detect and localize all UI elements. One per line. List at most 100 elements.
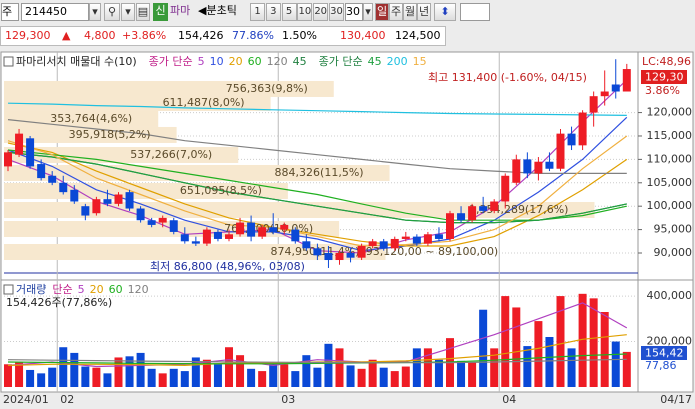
legend-text: 45 xyxy=(293,55,307,68)
candle-body xyxy=(446,213,454,239)
candle-body xyxy=(567,133,576,146)
interval-button[interactable]: 5 xyxy=(281,3,297,21)
candle-body xyxy=(269,227,278,232)
volume-bar xyxy=(468,362,477,387)
volume-bar xyxy=(457,360,466,387)
volume-bar xyxy=(346,365,355,387)
legend-text: 20 xyxy=(229,55,243,68)
candle-body xyxy=(247,222,256,237)
volume-bar xyxy=(556,296,565,387)
volume-bar xyxy=(501,296,510,387)
unit-button[interactable]: 년 xyxy=(417,3,431,21)
volume-bar xyxy=(401,366,410,387)
candle-body xyxy=(48,175,57,183)
lc-label: LC:48,96 xyxy=(642,55,691,68)
volume-bar xyxy=(180,371,189,387)
candle-body xyxy=(368,241,377,246)
volume-bar xyxy=(545,337,554,387)
last-price-label: 129,30 xyxy=(645,71,684,84)
interval-dropdown[interactable]: ▾ xyxy=(363,3,373,21)
candle-body xyxy=(26,138,35,167)
volume-bar xyxy=(48,367,57,387)
search-button[interactable]: ⚲ xyxy=(104,3,120,21)
legend-text: 5 xyxy=(78,283,85,296)
volume-ma-line xyxy=(7,302,628,368)
tool-button[interactable]: ▤ xyxy=(136,3,150,21)
candle-body xyxy=(401,236,410,239)
volume-bar xyxy=(324,343,333,387)
interval-button[interactable]: 20 xyxy=(313,3,329,21)
volume-bar xyxy=(368,359,377,387)
volume-bar xyxy=(622,351,631,387)
legend-text: 파마리서치 매물대 수(10) xyxy=(16,55,137,68)
volume-profile-label: 651,095(8,5%) xyxy=(180,184,262,197)
candle-body xyxy=(600,91,609,97)
candle-body xyxy=(457,213,466,221)
y-tick-label: 90,000 xyxy=(654,246,693,259)
blank-input[interactable] xyxy=(460,3,490,21)
y-tick-label: 100,000 xyxy=(647,199,693,212)
unit-button[interactable]: 월 xyxy=(403,3,417,21)
volume-status: 154,426주(77,86%) xyxy=(6,296,112,309)
arrow-button[interactable]: ⬍ xyxy=(434,3,456,21)
candle-body xyxy=(70,189,79,202)
candle-body xyxy=(556,133,565,169)
volume-bar xyxy=(269,362,278,387)
candle-body xyxy=(15,133,24,155)
volume-bar xyxy=(70,352,79,387)
interval-input[interactable]: 30 xyxy=(345,3,363,21)
candle-body xyxy=(390,238,399,249)
candle-body xyxy=(512,159,521,183)
candle-body xyxy=(136,208,145,221)
volume-bar xyxy=(479,309,488,387)
y-tick-label: 400,000 xyxy=(647,289,693,302)
volume-bar xyxy=(103,373,112,387)
volume-bar xyxy=(236,355,245,387)
tool-button[interactable]: ▾ xyxy=(121,3,135,21)
interval-button[interactable]: 3 xyxy=(265,3,281,21)
volume-ma-line xyxy=(7,353,627,365)
candle-body xyxy=(501,175,510,202)
candle-body xyxy=(202,229,211,244)
volume-bar xyxy=(589,298,598,387)
interval-button[interactable]: 30 xyxy=(329,3,344,21)
volume-profile-label: 537,266(7,0%) xyxy=(130,148,212,161)
code-input[interactable]: 214450 xyxy=(21,3,89,21)
unit-button[interactable]: 주 xyxy=(389,3,403,21)
legend-text: 120 xyxy=(267,55,288,68)
candle-body xyxy=(92,199,101,214)
volume-profile-bar xyxy=(4,80,334,97)
candle-body xyxy=(335,253,344,261)
candle-body xyxy=(611,84,620,92)
volume-bar xyxy=(390,371,399,387)
volume-bar xyxy=(335,348,344,387)
ma-line xyxy=(7,102,627,116)
interval-button[interactable]: 10 xyxy=(297,3,313,21)
y-tick-label: 120,000 xyxy=(647,106,693,119)
candle-body xyxy=(490,201,499,211)
ma-line xyxy=(7,116,628,252)
legend-text: 60 xyxy=(248,55,262,68)
turnover: 1.50% xyxy=(282,29,317,42)
volume-bar xyxy=(136,352,145,387)
code-dropdown[interactable]: ▾ xyxy=(89,3,101,21)
legend-text: 60 xyxy=(109,283,123,296)
legend-text: 45 xyxy=(368,55,382,68)
candle-body xyxy=(302,241,311,249)
candle-body xyxy=(59,182,68,193)
candle-body xyxy=(578,112,587,146)
candle-body xyxy=(236,222,245,235)
unit-button[interactable]: 일 xyxy=(375,3,389,21)
market-select[interactable]: 주 xyxy=(1,3,19,21)
volume-bar xyxy=(578,293,587,387)
candle-body xyxy=(479,206,488,211)
volume-bar xyxy=(567,348,576,387)
high: 130,400 xyxy=(340,29,386,42)
candle-body xyxy=(213,231,222,239)
period-nav[interactable]: ◀분초틱 xyxy=(198,4,237,17)
legend-icon xyxy=(3,284,14,295)
interval-button[interactable]: 1 xyxy=(250,3,265,21)
volume-bar xyxy=(512,307,521,387)
